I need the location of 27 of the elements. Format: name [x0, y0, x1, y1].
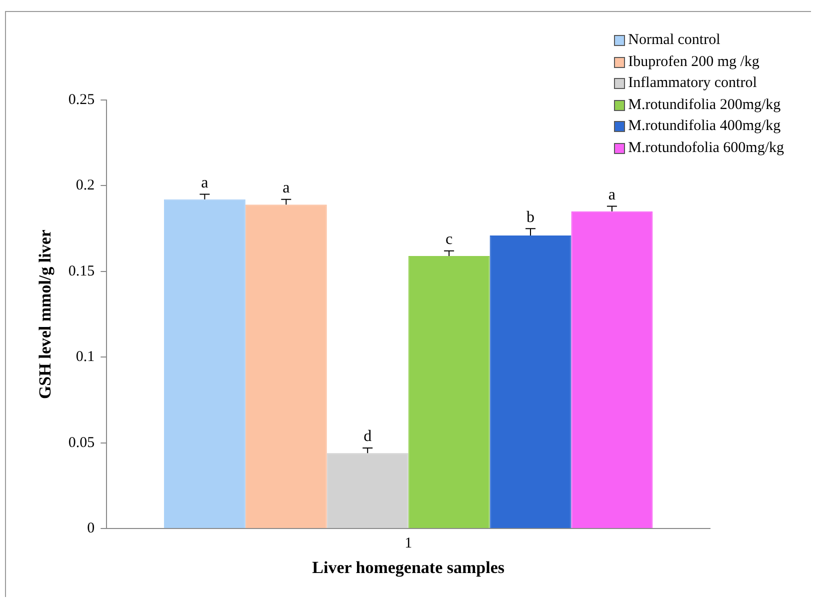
data-label: a — [201, 174, 208, 192]
data-label: a — [282, 180, 290, 197]
data-label: b — [526, 208, 535, 226]
bar — [408, 256, 490, 528]
y-tick-label: 0.2 — [76, 178, 95, 194]
bar — [326, 453, 408, 528]
legend-label: M.rotundifolia 200mg/kg — [628, 96, 781, 114]
x-tick-label: 1 — [404, 536, 412, 552]
legend-label: Ibuprofen 200 mg /kg — [628, 52, 760, 72]
data-label: a — [608, 186, 616, 204]
data-label: d — [364, 428, 372, 446]
y-tick-label: 0.1 — [76, 349, 95, 366]
y-axis-title: GSH level mmol/g liver — [36, 229, 55, 400]
x-axis-title: Liver homegenate samples — [312, 558, 505, 578]
legend-label: M.rotundifolia 400mg/kg — [628, 117, 781, 136]
bar — [571, 211, 653, 528]
y-tick-label: 0.25 — [68, 92, 95, 108]
bar — [245, 204, 327, 528]
y-tick-label: 0.05 — [68, 434, 95, 451]
data-label: c — [445, 231, 453, 248]
y-tick-label: 0 — [87, 520, 95, 537]
legend-label: Normal control — [628, 31, 720, 50]
y-tick-label: 0.15 — [68, 263, 95, 280]
legend-label: Inflammatory control — [628, 74, 757, 93]
bar — [164, 199, 246, 528]
bar — [490, 235, 572, 528]
legend-label: M.rotundofolia 600mg/kg — [628, 138, 784, 158]
